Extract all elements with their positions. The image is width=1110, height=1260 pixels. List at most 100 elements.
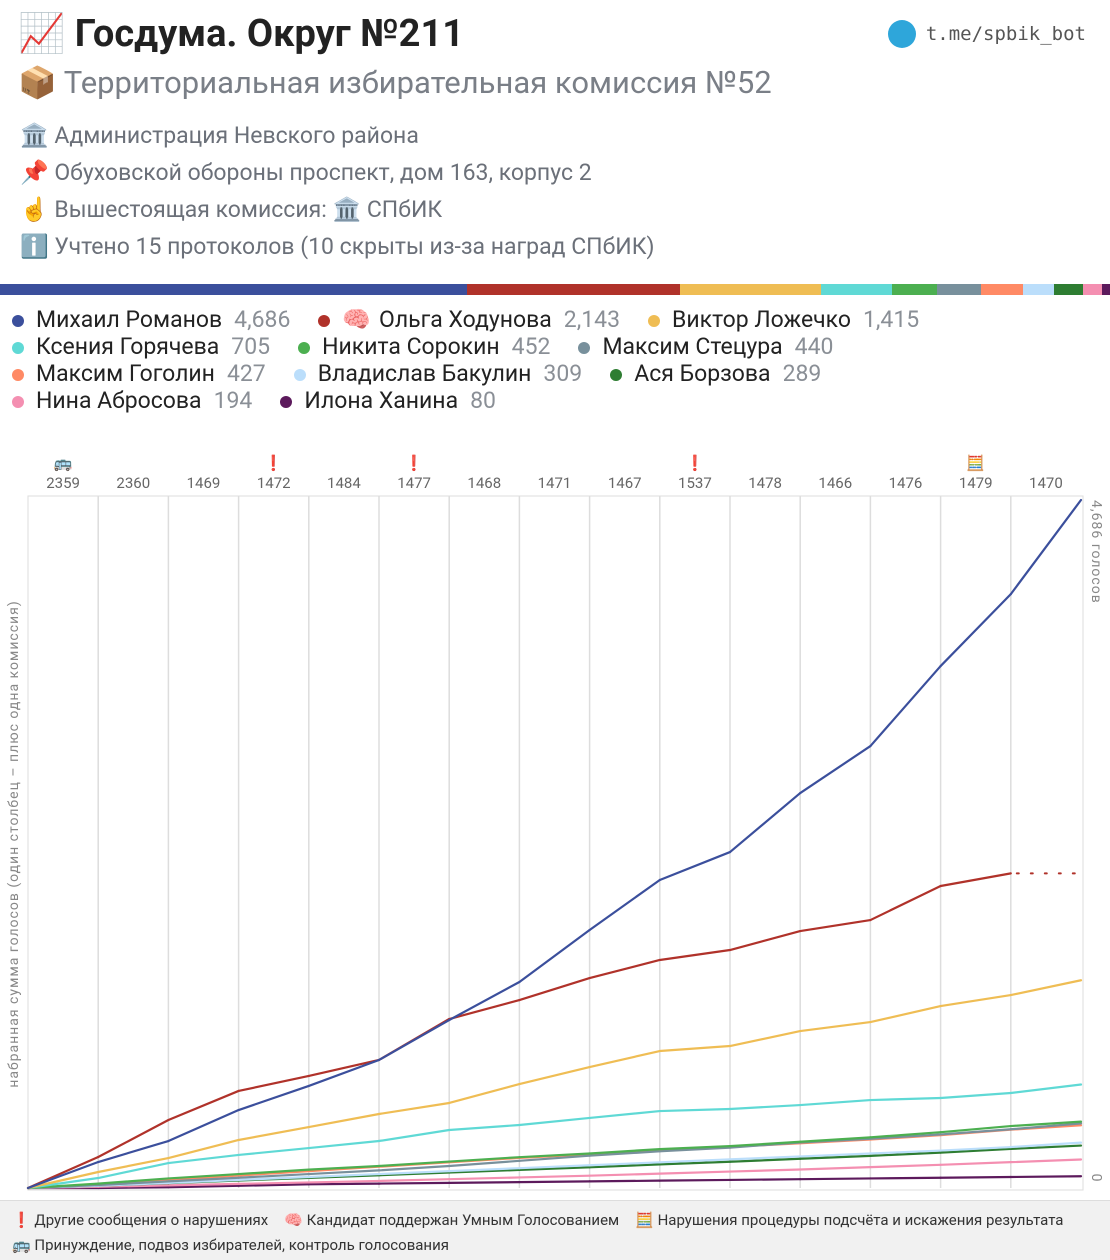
series-segment (869, 1151, 942, 1157)
series-segment (939, 1145, 1012, 1152)
series-segment (97, 1186, 170, 1190)
series-segment (588, 1150, 661, 1157)
series-segment (237, 1146, 310, 1157)
note-text: Кандидат поддержан Умным Голосованием (306, 1211, 620, 1229)
series-segment (939, 872, 1012, 888)
title-icon: 📈 (18, 12, 66, 56)
series-segment (1009, 1141, 1083, 1149)
x-tick-label: 1537 (678, 474, 712, 492)
x-tick-label: 1467 (608, 474, 642, 492)
legend-item: 🧠 Ольга Ходунова 2,143 (318, 306, 620, 333)
info-text: Администрация Невского района (54, 122, 419, 149)
info-text: Вышестоящая комиссия: 🏛️ СПбИК (54, 196, 443, 223)
series-segment (939, 993, 1012, 1008)
series-segment (307, 1172, 381, 1179)
series-segment (167, 1184, 240, 1189)
share-segment (466, 284, 681, 295)
legend-name: Виктор Ложечко (672, 306, 851, 333)
info-line: 📌 Обуховской обороны проспект, дом 163, … (20, 159, 655, 196)
legend-item: Ася Борзова 289 (610, 360, 821, 387)
x-tick-label: 1479 (959, 474, 993, 492)
series-segment (658, 1160, 732, 1166)
series-segment (518, 1065, 591, 1086)
subtitle-icon: 📦 (18, 64, 57, 101)
x-tick-label: 1470 (1029, 474, 1063, 492)
legend-total: 2,143 (563, 306, 621, 333)
series-segment (448, 1156, 521, 1163)
x-tick-label: 1471 (538, 474, 572, 492)
series-segment (26, 1170, 100, 1190)
series-segment (518, 1174, 591, 1179)
legend-swatch (280, 396, 293, 408)
series-segment (799, 1166, 872, 1171)
series-segment (167, 1176, 240, 1183)
x-tick-label: 1484 (327, 474, 361, 492)
series-segment (939, 593, 1012, 668)
series-segment (377, 1170, 451, 1176)
series-segment (1009, 979, 1083, 997)
x-tick-label: 1469 (187, 474, 221, 492)
series-segment (939, 1128, 1012, 1136)
series-segment (167, 1178, 240, 1184)
series-segment (799, 1152, 872, 1158)
legend-name: Нина Абросова (36, 387, 202, 414)
legend-name: Никита Сорокин (322, 333, 500, 360)
series-segment (658, 948, 732, 962)
series-segment (939, 1147, 1012, 1154)
series-segment (799, 1177, 872, 1181)
series-segment (1009, 1175, 1083, 1179)
legend-name: Максим Стецура (602, 333, 783, 360)
series-segment (728, 1029, 802, 1048)
info-text: Учтено 15 протоколов (10 скрыты из-за на… (54, 233, 655, 260)
info-list: 🏛️ Администрация Невского района 📌 Обухов… (20, 122, 655, 270)
series-segment (518, 1180, 591, 1184)
column-icon: ❗ (264, 454, 283, 472)
series-segment (377, 1101, 451, 1116)
share-segment (891, 284, 937, 295)
share-segment (821, 284, 892, 295)
footer-note: 🧠 Кандидат поддержан Умным Голосованием (284, 1211, 619, 1232)
series-segment (167, 1172, 240, 1180)
series-segment (26, 1160, 100, 1190)
telegram-icon (887, 20, 916, 48)
series-segment (448, 1167, 521, 1173)
series-segment (588, 1172, 661, 1177)
legend-item: Михаил Романов 4,686 (12, 306, 290, 333)
legend-item: Максим Стецура 440 (578, 333, 833, 360)
series-segment (97, 1156, 170, 1174)
series-segment (448, 1159, 521, 1168)
series-segment (658, 1107, 732, 1113)
note-icon: 🧠 (284, 1211, 303, 1229)
link-text[interactable]: t.me/spbik_bot (925, 23, 1086, 45)
legend-swatch (12, 342, 24, 354)
series-segment (869, 1131, 942, 1139)
series-segment (237, 1125, 310, 1142)
series-segment (728, 929, 802, 952)
series-segment (307, 1164, 381, 1171)
legend-item: Максим Гоголин 427 (12, 360, 266, 387)
series-segment (237, 1183, 310, 1187)
legend-swatch (610, 369, 623, 381)
series-segment (728, 791, 802, 854)
info-line: ☝️ Вышестоящая комиссия: 🏛️ СПбИК (20, 196, 655, 233)
footer-note: 🧮 Нарушения процедуры подсчёта и искажен… (635, 1211, 1063, 1232)
note-text: Нарушения процедуры подсчёта и искажения… (657, 1211, 1064, 1229)
series-segment (237, 1074, 310, 1093)
series-segment (869, 1004, 942, 1024)
legend-total: 440 (794, 333, 834, 360)
telegram-link[interactable]: t.me/spbik_bot (887, 20, 1086, 48)
legend-name: Михаил Романов (36, 306, 223, 333)
series-segment (377, 1160, 451, 1168)
series-segment (799, 1154, 872, 1160)
legend-total: 80 (470, 387, 496, 414)
legend-name: Ася Борзова (634, 360, 771, 387)
series-segment (658, 1178, 732, 1182)
legend-total: 4,686 (234, 306, 291, 333)
share-segment (680, 284, 822, 295)
legend-total: 289 (782, 360, 822, 387)
series-segment (307, 1112, 381, 1129)
series-segment (377, 1128, 451, 1143)
series-segment (307, 1058, 381, 1078)
series-segment (237, 1181, 310, 1185)
x-tick-label: 1472 (257, 474, 291, 492)
